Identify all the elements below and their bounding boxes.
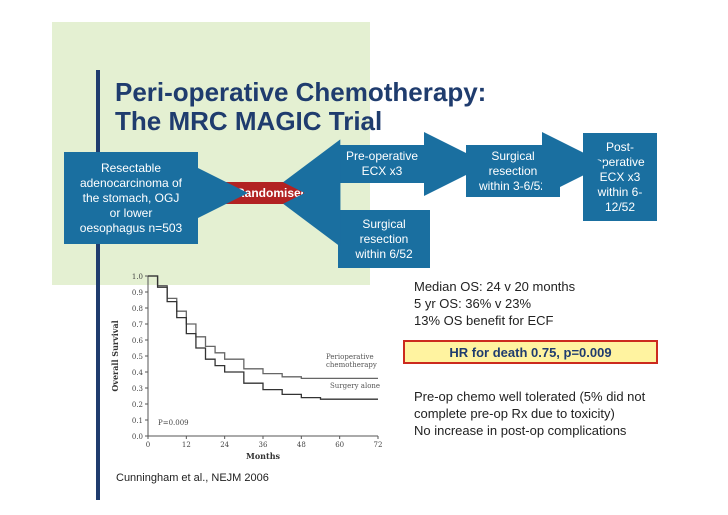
notes-block: Pre-op chemo well tolerated (5% did not … xyxy=(414,388,674,439)
stats-block: Median OS: 24 v 20 months 5 yr OS: 36% v… xyxy=(414,278,575,329)
y-tick-label: 0.8 xyxy=(132,305,143,313)
five-yr-os-text: 5 yr OS: 36% v 23% xyxy=(414,296,532,311)
x-tick-label: 36 xyxy=(259,441,268,449)
tolerance-text: Pre-op chemo well tolerated (5% did not … xyxy=(414,389,646,421)
preop-chemo-text: Pre-operative ECX x3 xyxy=(345,149,419,178)
y-axis-label: Overall Survival xyxy=(110,320,120,391)
series-line-2 xyxy=(148,275,378,400)
y-tick-label: 1.0 xyxy=(132,273,143,281)
y-tick-label: 0.9 xyxy=(132,289,143,297)
arrow-randomised-to-preop xyxy=(283,139,341,211)
complications-text: No increase in post-op complications xyxy=(414,423,627,438)
y-tick-label: 0.1 xyxy=(132,417,143,425)
y-tick-label: 0.4 xyxy=(132,369,144,377)
x-tick-label: 72 xyxy=(374,441,383,449)
os-benefit-text: 13% OS benefit for ECF xyxy=(414,313,554,328)
p-value-annotation: P=0.009 xyxy=(158,419,189,427)
survival-chart: 0.0 0.1 0.2 0.3 0.4 0.5 0.6 0.7 0.8 0.9 1.0 0 12 24 36… xyxy=(110,273,383,461)
series-label-surgery: Surgery alone xyxy=(330,382,380,390)
x-tick-label: 24 xyxy=(220,441,229,449)
series-label-perioperative: Perioperative xyxy=(326,353,374,361)
arrow-randomised-to-surgery-b xyxy=(283,175,341,247)
slide-title: Peri-operative Chemotherapy: The MRC MAG… xyxy=(115,78,486,136)
x-axis-label: Months xyxy=(246,451,281,461)
title-line-2: The MRC MAGIC Trial xyxy=(115,106,383,136)
population-box: Resectable adenocarcinoma of the stomach… xyxy=(64,152,198,244)
surgery-arm-b-text: Surgical resection within 6/52 xyxy=(355,216,413,261)
x-tick-label: 12 xyxy=(182,441,191,449)
y-tick-label: 0.2 xyxy=(132,401,143,409)
accent-bar xyxy=(96,70,100,500)
median-os-text: Median OS: 24 v 20 months xyxy=(414,279,576,294)
series-label-chemotherapy: chemotherapy xyxy=(326,361,377,369)
x-tick-label: 48 xyxy=(297,441,306,449)
series-line-1 xyxy=(148,275,378,380)
x-tick-label: 60 xyxy=(335,441,344,449)
surgery-arm-b-box: Surgical resection within 6/52 xyxy=(338,210,430,268)
y-tick-label: 0.3 xyxy=(132,385,143,393)
citation: Cunningham et al., NEJM 2006 xyxy=(116,472,269,484)
y-tick-label: 0.0 xyxy=(132,433,143,441)
population-text: Resectable adenocarcinoma of the stomach… xyxy=(79,160,183,235)
hr-text: HR for death 0.75, p=0.009 xyxy=(449,344,612,360)
hr-highlight-box: HR for death 0.75, p=0.009 xyxy=(403,340,658,364)
title-line-1: Peri-operative Chemotherapy: xyxy=(115,77,487,107)
y-tick-label: 0.6 xyxy=(132,337,144,345)
x-tick-label: 0 xyxy=(146,441,150,449)
y-tick-label: 0.7 xyxy=(132,321,143,329)
y-tick-label: 0.5 xyxy=(132,353,143,361)
preop-chemo-box: Pre-operative ECX x3 xyxy=(336,145,428,183)
